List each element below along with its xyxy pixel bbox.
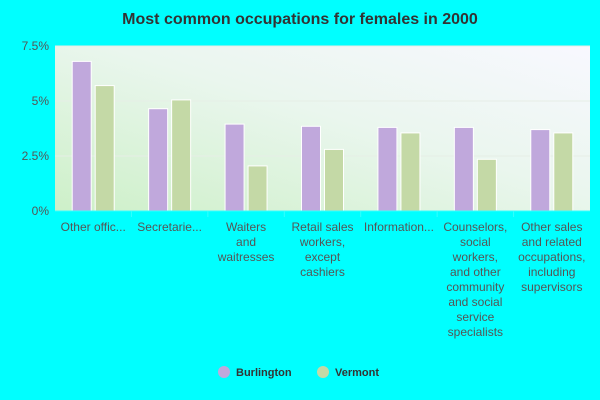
x-category-label: Waiters and waitresses (217, 220, 275, 264)
y-tick-label: 5% (32, 94, 50, 108)
bar-vermont-2 (247, 165, 268, 212)
y-tick-label: 7.5% (22, 39, 50, 53)
legend-label-burlington: Burlington (236, 367, 292, 379)
legend-swatch-burlington (218, 366, 230, 378)
x-category-label: Secretarie... (137, 220, 202, 234)
bar-vermont-3 (324, 148, 344, 212)
x-category-label: Other sales and related occupations, includ… (518, 220, 585, 294)
plot-area (55, 46, 590, 211)
bar-burlington-5 (453, 126, 474, 212)
bar-vermont-5 (476, 158, 497, 212)
legend: Burlington Vermont (218, 366, 379, 379)
x-category-label: Counselors, social workers, and other commun… (443, 220, 507, 339)
bar-burlington-2 (224, 123, 245, 212)
y-axis-ticks: 0% 2.5% 5% 7.5% (22, 39, 50, 218)
legend-swatch-vermont (317, 366, 329, 378)
x-axis-labels: Other offic... Secretarie... Waiters and wai… (61, 211, 585, 339)
chart-title: Most common occupations for females in 2… (122, 11, 478, 28)
bar-vermont-4 (400, 132, 421, 212)
x-category-label: Other offic... (61, 220, 126, 234)
legend-label-vermont: Vermont (335, 367, 379, 379)
bar-burlington-6 (530, 129, 551, 212)
x-category-label: Information... (364, 220, 434, 234)
bar-burlington-0 (71, 60, 92, 212)
bar-burlington-3 (301, 125, 321, 212)
bar-vermont-6 (553, 132, 574, 212)
bar-vermont-1 (171, 99, 192, 212)
y-tick-label: 2.5% (22, 149, 50, 163)
bar-burlington-1 (148, 108, 169, 212)
bar-burlington-4 (377, 126, 398, 212)
grid-lines (55, 45, 590, 157)
x-category-label: Retail sales workers, except cashiers (291, 220, 353, 279)
bar-vermont-0 (94, 85, 115, 212)
bars (71, 60, 574, 212)
y-tick-label: 0% (32, 204, 50, 218)
